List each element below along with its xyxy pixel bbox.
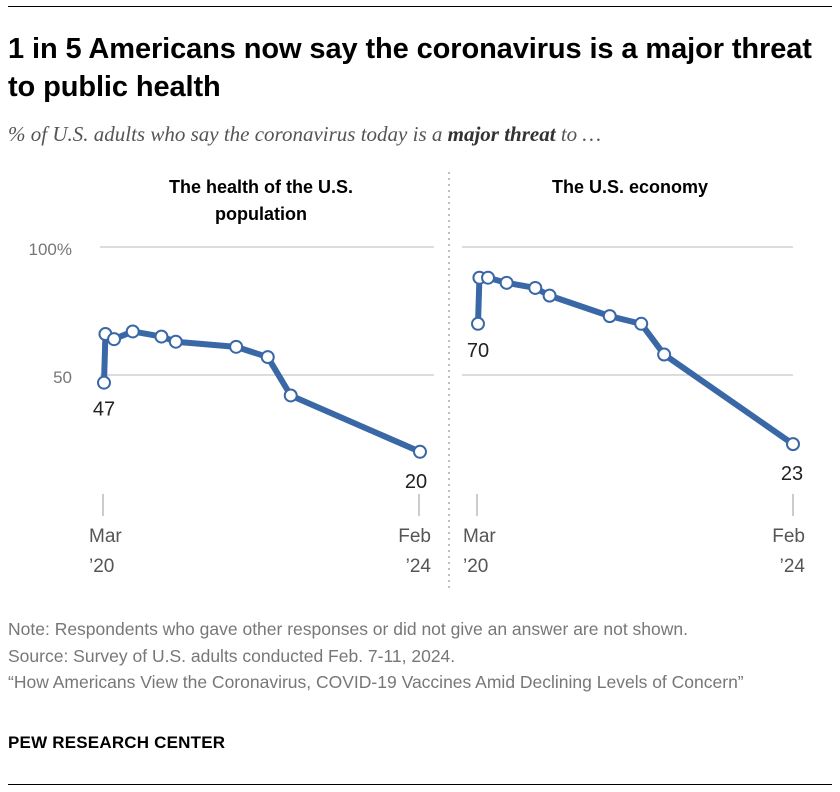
x-tick-year-1-0: ’20 [463,556,488,577]
chart-title: 1 in 5 Americans now say the coronavirus… [8,33,812,103]
x-tick-year-1-1: ’24 [780,556,806,577]
subtitle-suffix: to … [555,122,602,146]
x-tick-month-1-1: Feb [772,526,805,547]
source-text: Source: Survey of U.S. adults conducted … [8,645,456,666]
data-point-0-9 [413,444,427,459]
data-point-0-3 [125,324,140,339]
panel-title-health: The health of the U.S. population [168,177,353,224]
data-point-1-6 [602,309,617,324]
brand-logo-text: PEW RESEARCH CENTER [8,733,226,752]
data-point-0-2 [107,332,122,347]
y-tick-label-1: 50 [53,368,72,387]
panel-title-economy: The U.S. economy [551,177,709,197]
x-tick-year-0-0: ’20 [89,556,114,577]
data-label-1-0: 70 [467,340,489,362]
data-point-0-6 [229,339,244,354]
series-line-0 [101,328,423,455]
data-point-0-5 [168,334,183,349]
line-chart: 100% 50 Mar ’20 Feb ’24 47 20 Mar ’20 Feb ’24 70 23 [29,172,806,590]
data-label-0-0: 47 [93,399,115,421]
x-tick-month-0-1: Feb [398,526,431,547]
x-tick-month-0-0: Mar [89,526,122,547]
series-line-1 [475,274,796,448]
data-point-0-0 [97,375,111,390]
data-point-1-2 [481,270,496,285]
data-point-0-8 [283,388,298,403]
data-point-1-4 [528,280,543,295]
subtitle-prefix: % of U.S. adults who say the coronavirus… [8,122,448,146]
data-point-1-3 [499,275,514,290]
data-label-0-1: 20 [405,471,427,493]
data-point-1-5 [542,288,557,303]
top-rule [8,6,832,7]
data-point-1-9 [786,437,800,452]
data-point-1-0 [471,316,485,331]
data-label-1-1: 23 [781,463,803,485]
chart-subtitle: % of U.S. adults who say the coronavirus… [8,120,828,148]
report-title: “How Americans View the Coronavirus, COV… [8,672,744,692]
x-tick-year-0-1: ’24 [406,556,432,577]
note-text: Note: Respondents who gave other respons… [8,619,688,639]
footnotes: Note: Respondents who gave other respons… [8,616,828,696]
bottom-rule [8,784,832,785]
x-tick-month-1-0: Mar [463,526,496,547]
y-tick-label-0: 100% [29,240,72,259]
data-point-1-8 [657,347,672,362]
subtitle-emphasis: major threat [447,122,556,146]
data-point-0-7 [260,350,275,365]
data-point-1-7 [634,316,649,331]
data-point-0-4 [154,329,169,344]
